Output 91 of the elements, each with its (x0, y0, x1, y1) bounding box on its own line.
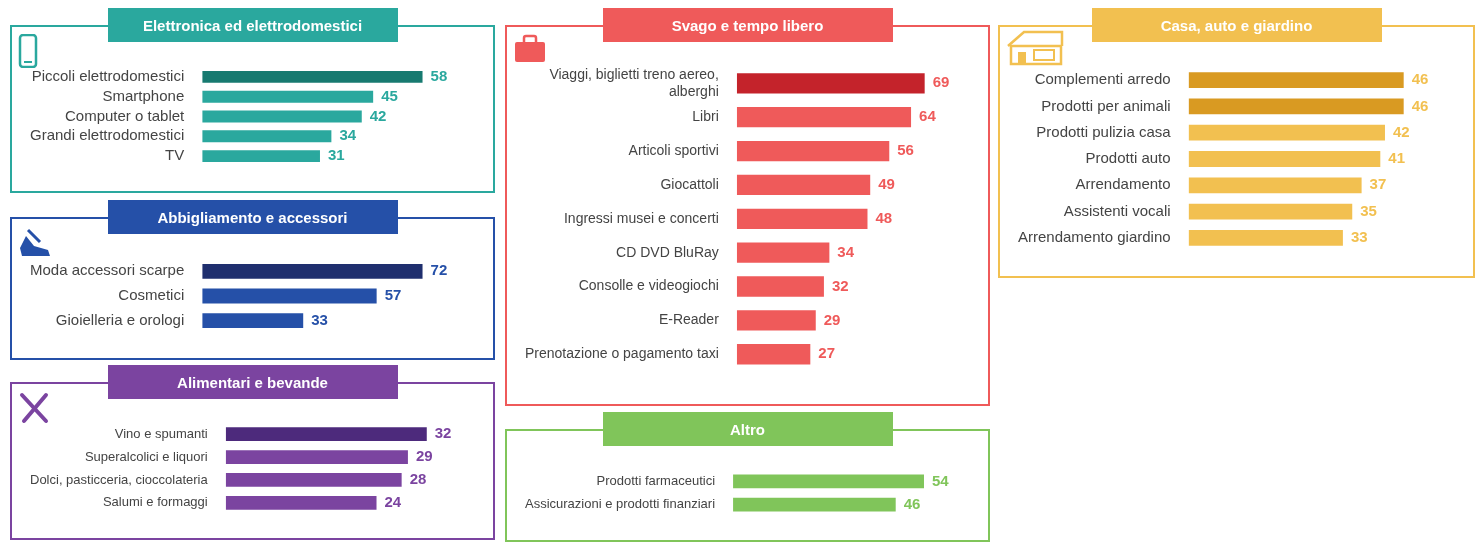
y-tick-label: Dolci, pasticceria, cioccolateria (30, 471, 209, 487)
y-tick-label: Prodotti per animali (1041, 96, 1171, 114)
chart-title: Altro (602, 412, 893, 446)
data-label: 34 (837, 242, 855, 260)
data-label: 35 (1360, 201, 1377, 219)
y-tick-label: Arrendamento giardino (1018, 228, 1171, 245)
bar (225, 495, 377, 510)
y-tick-label: Cosmetici (118, 286, 185, 304)
y-tick-label: Smartphone (102, 86, 185, 104)
bar (202, 90, 374, 103)
data-label: 29 (415, 447, 433, 465)
data-label: 48 (875, 208, 893, 226)
y-tick-label: Consolle e videogiochi (578, 277, 719, 294)
data-label: 32 (434, 424, 452, 442)
bar (1188, 151, 1381, 167)
y-tick-label: Piccoli elettrodomestici (31, 67, 185, 85)
y-tick-label: Viaggi, biglietti treno aereo, alberghi (549, 65, 719, 99)
data-label: 24 (384, 492, 402, 510)
data-label: 49 (878, 175, 895, 193)
chart-title: Casa, auto e giardino (1091, 8, 1382, 42)
data-label: 33 (311, 310, 328, 328)
y-tick-label: Complementi arredo (1034, 70, 1171, 88)
data-label: 46 (1411, 96, 1429, 114)
y-tick-label: CD DVD BluRay (616, 243, 719, 260)
y-tick-label: Assistenti vocali (1063, 201, 1171, 219)
data-label: 42 (1392, 122, 1410, 140)
bar (736, 174, 871, 196)
data-label: 29 (823, 310, 841, 328)
y-tick-label: Grandi elettrodomestici (30, 126, 185, 144)
chart-title: Elettronica ed elettrodomestici (107, 8, 398, 42)
y-tick-label: Prodotti auto (1085, 149, 1171, 167)
data-label: 69 (932, 73, 950, 91)
y-tick-label: Giocattoli (660, 175, 719, 192)
data-label: 64 (919, 107, 937, 125)
bar (736, 242, 830, 263)
bar (1188, 72, 1404, 89)
data-label: 72 (430, 261, 448, 279)
y-tick-label: Prodotti farmaceutici (596, 472, 716, 488)
bar (202, 110, 362, 123)
y-tick-label: Moda accessori scarpe (30, 261, 185, 279)
data-label: 45 (381, 86, 398, 104)
y-tick-label: Arrendamento (1075, 175, 1171, 193)
y-tick-label: Computer o tablet (65, 106, 186, 124)
chart-title: Svago e tempo libero (602, 8, 893, 42)
bar (1188, 203, 1353, 220)
data-label: 54 (931, 471, 950, 489)
bar (202, 150, 320, 163)
y-tick-label: Libri (692, 108, 719, 125)
bar (225, 450, 408, 464)
y-tick-label: Articoli sportivi (628, 141, 719, 158)
data-label: 58 (430, 67, 448, 85)
data-label: 56 (897, 141, 914, 159)
y-tick-label: Superalcolici e liquori (84, 448, 208, 464)
bar (225, 473, 402, 487)
bar (736, 73, 925, 94)
y-tick-label: Prenotazione o pagamento taxi (524, 345, 719, 362)
data-label: 27 (818, 344, 835, 362)
y-tick-label: Ingressi musei e concerti (563, 209, 719, 226)
data-label: 57 (384, 286, 402, 304)
chart-title: Abbigliamento e accessori (107, 200, 398, 234)
data-label: 34 (339, 126, 357, 144)
y-tick-label: Prodotti pulizia casa (1036, 122, 1172, 140)
data-label: 37 (1369, 175, 1387, 193)
y-tick-label: Salumi e formaggi (102, 494, 208, 510)
bar (1188, 124, 1385, 141)
bar (736, 310, 816, 331)
bar (225, 427, 427, 442)
y-tick-label: Gioielleria e orologi (55, 310, 185, 328)
bar (202, 130, 332, 143)
chart-title: Alimentari e bevande (107, 365, 398, 399)
data-label: 33 (1350, 228, 1368, 245)
bar (1188, 98, 1404, 115)
bar (736, 276, 824, 297)
y-tick-label: TV (165, 146, 185, 164)
y-tick-label: Vino e spumanti (114, 425, 208, 441)
bar (736, 107, 912, 128)
bar (1188, 177, 1362, 194)
y-tick-label: E-Reader (658, 311, 720, 328)
data-label: 28 (409, 470, 427, 488)
bar (736, 140, 890, 162)
bar (1188, 229, 1343, 246)
y-tick-label: Assicurazioni e prodotti finanziari (524, 496, 716, 512)
data-label: 41 (1388, 149, 1405, 167)
bar (736, 344, 811, 365)
bar (736, 208, 868, 229)
data-label: 46 (903, 494, 921, 512)
bar (202, 70, 423, 83)
data-label: 32 (831, 276, 849, 294)
data-label: 31 (327, 146, 345, 164)
data-label: 42 (369, 106, 387, 124)
data-label: 46 (1411, 70, 1429, 88)
